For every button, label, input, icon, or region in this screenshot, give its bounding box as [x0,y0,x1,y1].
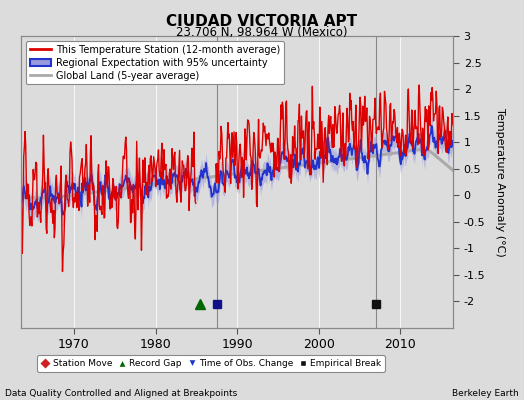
Text: Berkeley Earth: Berkeley Earth [452,389,519,398]
Text: Data Quality Controlled and Aligned at Breakpoints: Data Quality Controlled and Aligned at B… [5,389,237,398]
Legend: Station Move, Record Gap, Time of Obs. Change, Empirical Break: Station Move, Record Gap, Time of Obs. C… [37,356,385,372]
Text: 23.706 N, 98.964 W (Mexico): 23.706 N, 98.964 W (Mexico) [176,26,348,39]
Y-axis label: Temperature Anomaly (°C): Temperature Anomaly (°C) [495,108,505,256]
Text: CIUDAD VICTORIA APT: CIUDAD VICTORIA APT [167,14,357,29]
